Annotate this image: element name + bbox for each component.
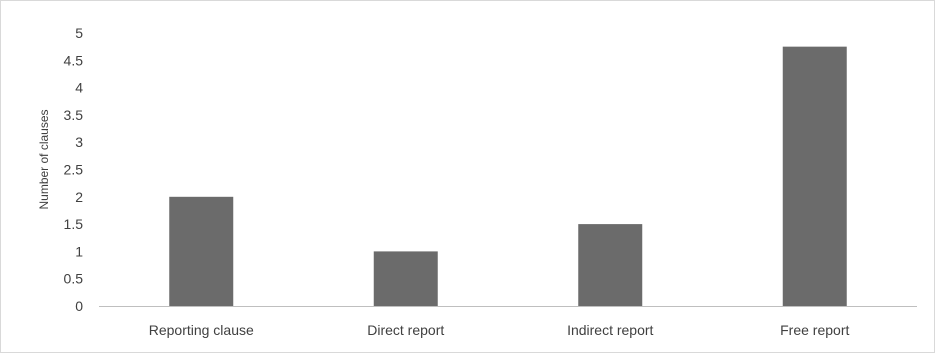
y-tick-label: 4.5 (64, 52, 84, 68)
y-axis-ticks: 0 0.5 1 1.5 2 2.5 3 3.5 4 4.5 5 (64, 25, 84, 314)
x-axis-labels: Reporting clause Direct report Indirect re… (149, 322, 850, 338)
y-tick-label: 0.5 (64, 271, 84, 287)
y-tick-label: 2 (75, 189, 83, 205)
bars (169, 46, 847, 307)
bar (782, 46, 847, 307)
x-tick-label: Indirect report (567, 322, 653, 338)
x-tick-label: Free report (780, 322, 849, 338)
y-tick-label: 5 (75, 25, 83, 41)
y-tick-label: 3.5 (64, 107, 84, 123)
bar (578, 224, 643, 306)
bar (373, 251, 438, 306)
y-axis-title: Number of clauses (37, 109, 51, 209)
y-tick-label: 2.5 (64, 162, 84, 178)
x-tick-label: Reporting clause (149, 322, 254, 338)
y-tick-label: 1.5 (64, 216, 84, 232)
bar (169, 196, 234, 306)
y-tick-label: 3 (75, 134, 83, 150)
y-tick-label: 1 (75, 243, 83, 259)
x-tick-label: Direct report (367, 322, 444, 338)
y-tick-label: 0 (75, 298, 83, 314)
y-tick-label: 4 (75, 80, 83, 96)
